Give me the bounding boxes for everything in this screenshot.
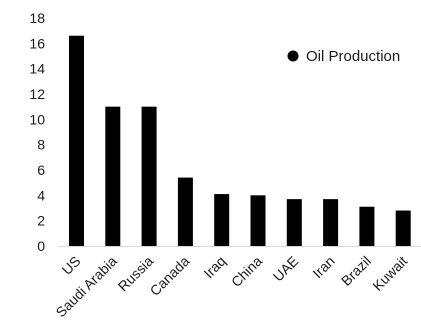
x-tick-label: China [228, 253, 265, 290]
x-tick-label: Canada [147, 253, 193, 299]
y-tick-label: 6 [37, 162, 45, 178]
y-tick-label: 18 [29, 10, 45, 26]
x-tick-label: UAE [270, 253, 302, 285]
bar [69, 35, 84, 247]
bar [177, 177, 193, 246]
y-axis-ticks: 0 2 4 6 8 10 12 14 16 18 [29, 10, 45, 254]
bars-group [69, 35, 411, 247]
bar [395, 210, 411, 246]
bar [141, 106, 157, 246]
bar [359, 206, 375, 246]
bar [105, 106, 121, 246]
x-tick-label: Brazil [338, 253, 374, 289]
bar [286, 199, 302, 246]
y-tick-label: 12 [29, 86, 45, 102]
y-tick-label: 2 [37, 213, 45, 229]
y-tick-label: 0 [37, 238, 45, 254]
bar [214, 194, 230, 246]
bar [323, 199, 339, 246]
y-tick-label: 4 [37, 187, 45, 203]
x-tick-label: Kuwait [369, 253, 410, 294]
x-tick-label: Iran [309, 253, 337, 281]
y-tick-label: 10 [29, 111, 45, 127]
legend-marker [287, 50, 299, 62]
x-tick-label: US [59, 253, 84, 278]
x-tick-label: Iraq [200, 253, 228, 281]
legend: Oil Production [287, 48, 400, 65]
y-tick-label: 8 [37, 137, 45, 153]
bar [250, 195, 266, 246]
legend-label: Oil Production [306, 48, 400, 65]
y-tick-label: 14 [29, 61, 45, 77]
y-tick-label: 16 [29, 35, 45, 51]
